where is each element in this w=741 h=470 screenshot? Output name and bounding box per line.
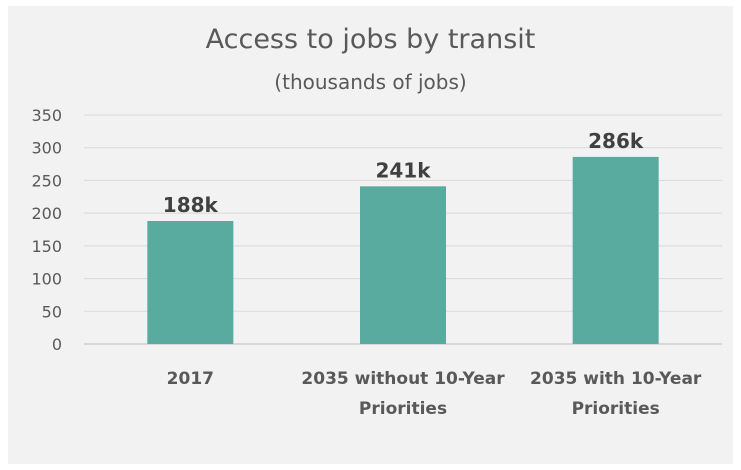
chart-subtitle: (thousands of jobs) <box>274 70 467 94</box>
y-tick-label: 300 <box>31 139 62 158</box>
data-label: 188k <box>163 193 219 217</box>
chart-title: Access to jobs by transit <box>205 24 536 55</box>
y-tick-label: 0 <box>52 335 62 354</box>
x-category-label: Priorities <box>359 399 447 419</box>
x-category-label: 2035 without 10-Year <box>301 369 505 389</box>
data-label: 286k <box>588 129 644 153</box>
y-tick-label: 250 <box>31 171 62 190</box>
y-tick-label: 200 <box>31 204 62 223</box>
y-tick-label: 50 <box>42 302 62 321</box>
x-category-label: Priorities <box>572 399 660 419</box>
y-tick-label: 350 <box>31 106 62 125</box>
y-tick-label: 100 <box>31 270 62 289</box>
bar <box>147 220 234 344</box>
x-category-label: 2035 with 10-Year <box>530 369 702 389</box>
bar <box>360 186 446 344</box>
x-category-label: 2017 <box>167 369 214 389</box>
bar <box>572 156 659 344</box>
y-tick-label: 150 <box>31 237 62 256</box>
data-label: 241k <box>375 158 431 182</box>
